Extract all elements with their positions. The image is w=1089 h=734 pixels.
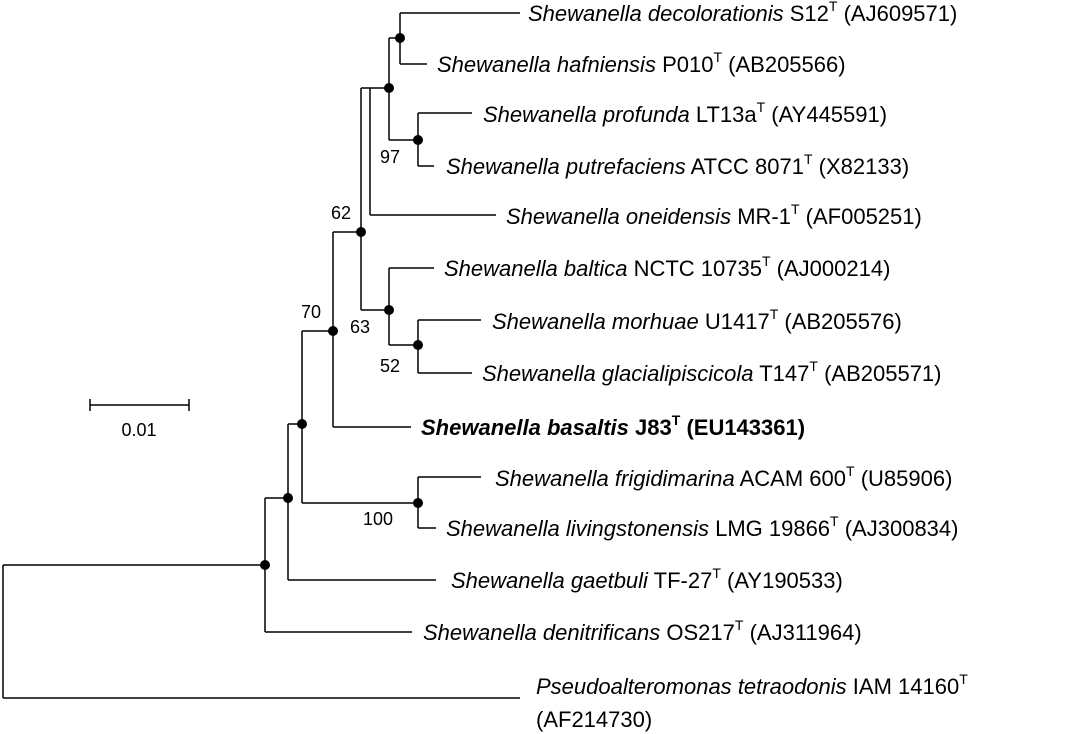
taxon-label: Shewanella oneidensis MR-1T (AF005251) [506, 201, 922, 229]
branch-node-389-lower [388, 267, 434, 346]
node-dot [328, 326, 338, 336]
node-dot [260, 560, 270, 570]
taxon-label: Shewanella denitrificans OS217T (AJ31196… [423, 617, 862, 645]
node-dot [297, 419, 307, 429]
node-dot [384, 83, 394, 93]
node-dot [413, 498, 423, 508]
branch-node-333 [332, 231, 411, 428]
branch-node-361 [360, 87, 389, 311]
scale-bar: 0.01 [89, 399, 190, 440]
node-dot [283, 493, 293, 503]
taxon-label: Shewanella livingstonensis LMG 19866T (A… [446, 513, 958, 541]
taxon-label: Shewanella profunda LT13aT (AY445591) [483, 99, 887, 127]
branch-node-302 [301, 330, 418, 504]
node-dot [384, 305, 394, 315]
taxon-label: Shewanella baltica NCTC 10735T (AJ000214… [444, 253, 890, 281]
bootstrap-label: 63 [350, 317, 370, 337]
taxon-label: Shewanella hafniensis P010T (AB205566) [437, 49, 846, 77]
node-dot [413, 340, 423, 350]
scale-bar-label: 0.01 [121, 420, 156, 440]
branch-node-418-lower [417, 319, 481, 374]
tree-branches [2, 12, 520, 699]
branch-oneidensis [369, 88, 496, 216]
node-dot [356, 227, 366, 237]
node-dot [413, 135, 423, 145]
taxon-label-highlighted: Shewanella basaltis J83T (EU143361) [421, 412, 805, 440]
scale-bar-line [89, 399, 190, 411]
bootstrap-label: 100 [363, 509, 393, 529]
taxon-label: Shewanella gaetbuli TF-27T (AY190533) [451, 565, 843, 593]
taxon-label: Shewanella frigidimarina ACAM 600T (U859… [495, 463, 952, 491]
bootstrap-values: 97 62 63 52 70 100 [301, 147, 400, 529]
taxon-label: Shewanella putrefaciens ATCC 8071T (X821… [446, 151, 909, 179]
taxon-labels: Shewanella decolorationis S12T (AJ609571… [421, 0, 968, 732]
taxon-label-outgroup: Pseudoalteromonas tetraodonis IAM 14160T [536, 671, 968, 699]
bootstrap-label: 70 [301, 302, 321, 322]
taxon-label: Shewanella glacialipiscicola T147T (AB20… [482, 358, 942, 386]
branch-root [2, 564, 520, 699]
node-dot [395, 33, 405, 43]
tree-nodes [260, 33, 423, 570]
taxon-label: Shewanella morhuae U1417T (AB205576) [492, 306, 902, 334]
taxon-accession-outgroup: (AF214730) [536, 707, 652, 732]
bootstrap-label: 62 [331, 203, 351, 223]
taxon-label: Shewanella decolorationis S12T (AJ609571… [528, 0, 957, 26]
bootstrap-label: 52 [380, 356, 400, 376]
bootstrap-label: 97 [380, 147, 400, 167]
